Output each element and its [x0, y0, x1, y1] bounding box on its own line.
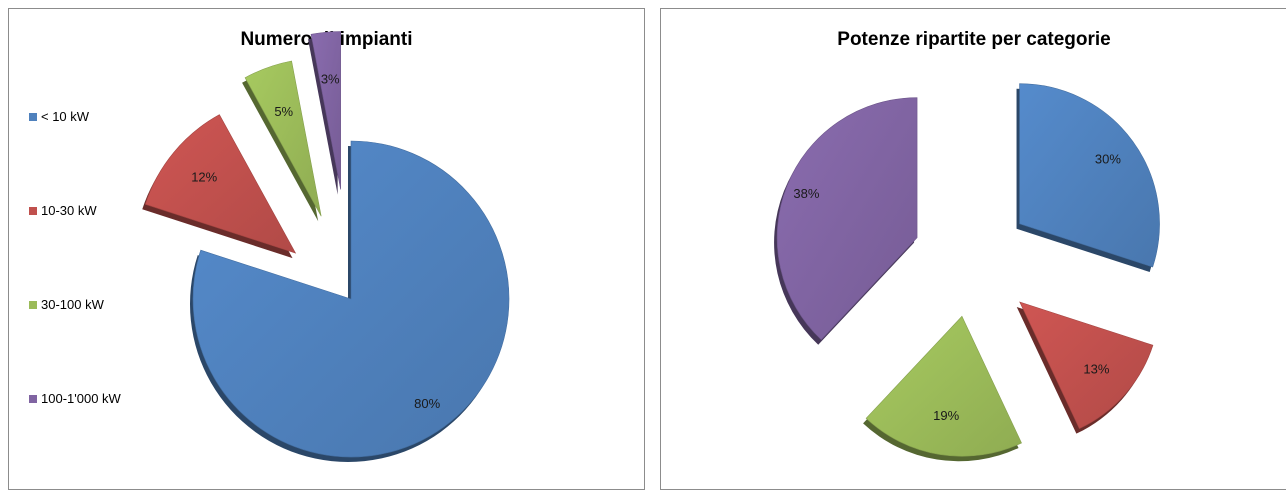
pie-slice — [1019, 83, 1160, 268]
slice-label: 13% — [1083, 362, 1109, 377]
slice-label: 19% — [933, 408, 959, 423]
legend-label: 100-1'000 kW — [41, 391, 121, 406]
pie-slice — [192, 140, 510, 458]
chart-panel-left: Numero di impianti 80%12%5%3% < 10 kW 10… — [8, 8, 645, 490]
legend-swatch — [29, 207, 37, 215]
pie-slice — [144, 114, 297, 254]
slice-label: 30% — [1095, 152, 1121, 167]
chart-panel-right: Potenze ripartite per categorie 30% 13% 19… — [660, 8, 1286, 490]
chart-legend: < 10 kW 10-30 kW 30-100 kW 100-1'000 kW — [29, 99, 229, 406]
pie-slice — [776, 97, 918, 341]
slice-label: 38% — [793, 186, 819, 201]
chart-title: Potenze ripartite per categorie — [837, 29, 1111, 50]
legend-item: 30-100 kW — [29, 297, 104, 312]
pie-slice — [310, 31, 341, 190]
legend-label: < 10 kW — [41, 109, 90, 124]
pie-chart-potenze-categorie: 30% 13% 19% 38% — [774, 83, 1160, 462]
legend-swatch — [29, 113, 37, 121]
pie-slice — [865, 315, 1022, 457]
legend-item: < 10 kW — [29, 109, 89, 124]
slice-label: 5% — [274, 104, 293, 119]
legend-swatch — [29, 395, 37, 403]
slice-label: 12% — [191, 170, 217, 185]
pie-slice — [1019, 301, 1154, 430]
legend-swatch — [29, 301, 37, 309]
legend-label: 30-100 kW — [41, 297, 104, 312]
slice-label: 3% — [321, 71, 340, 86]
legend-item: 100-1'000 kW — [29, 391, 121, 406]
slice-label: 80% — [414, 396, 440, 411]
legend-item: 10-30 kW — [29, 203, 97, 218]
pie-chart-numero-impianti: 80% 12% 5% 3% — [142, 31, 510, 462]
pie-slice — [244, 60, 322, 217]
legend-label: 10-30 kW — [41, 203, 97, 218]
